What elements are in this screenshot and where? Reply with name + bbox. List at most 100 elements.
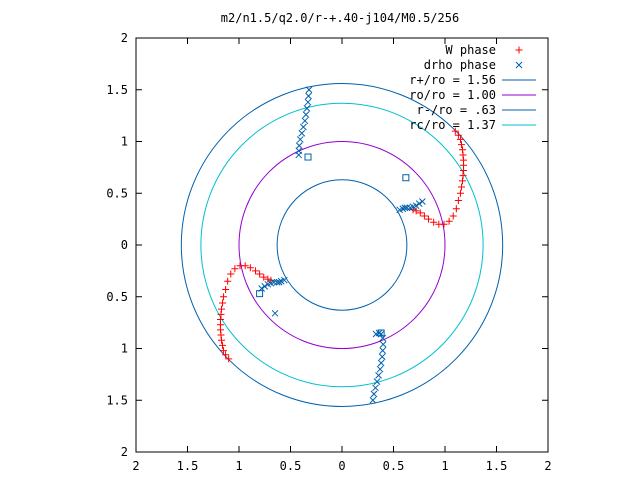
w-phase-point (224, 277, 232, 285)
w-phase-series (216, 127, 468, 363)
w-phase-point (219, 341, 227, 349)
y-tick-label: 1 (121, 342, 128, 356)
w-phase-point (420, 212, 428, 220)
drho-phase-point (406, 204, 414, 212)
w-phase-point (459, 151, 467, 159)
x-tick-label: 2 (132, 459, 139, 473)
box-marker (402, 174, 410, 182)
w-phase-point (409, 206, 417, 214)
w-phase-point (459, 146, 467, 154)
x-tick-label: 1.5 (177, 459, 199, 473)
x-tick-label: 2 (544, 459, 551, 473)
drho-phase-point (379, 347, 387, 354)
legend-label: ro/ro = 1.00 (409, 88, 496, 102)
w-phase-point (231, 265, 239, 273)
w-phase-point (222, 351, 230, 359)
drho-phase-point (275, 278, 283, 286)
drho-phase-point (305, 92, 312, 100)
drho-phase-point (418, 198, 426, 205)
w-phase-point (515, 46, 523, 54)
drho-phase-point (379, 341, 387, 348)
drho-phase-point (372, 384, 379, 392)
w-phase-point (456, 189, 464, 197)
y-tick-label: 2 (121, 31, 128, 45)
w-phase-point (452, 205, 460, 213)
drho-phase-point (271, 309, 279, 317)
drho-phase-point (303, 105, 311, 112)
drho-phase-point (373, 378, 381, 385)
w-phase-point (220, 293, 228, 301)
y-tick-label: 1.5 (106, 393, 128, 407)
w-phase-point (251, 267, 259, 275)
drho-phase-point (305, 86, 313, 94)
reference-circles (180, 83, 504, 407)
y-tick-label: 0.5 (106, 290, 128, 304)
w-phase-point (412, 207, 420, 215)
w-phase-point (445, 217, 453, 225)
w-phase-point (435, 220, 443, 228)
legend-label: drho phase (424, 58, 496, 72)
drho-phase-point (378, 353, 386, 361)
w-phase-point (246, 264, 254, 272)
drho-phase-point (273, 278, 281, 286)
drho-phase-point (300, 123, 307, 131)
circle-ro (238, 141, 446, 349)
w-phase-point (220, 347, 228, 355)
w-phase-point (460, 166, 468, 174)
w-phase-point (217, 305, 225, 313)
box-marker (304, 153, 312, 161)
w-phase-point (456, 135, 464, 143)
y-tick-label: 2 (121, 445, 128, 459)
x-tick-label: 0.5 (280, 459, 302, 473)
legend-label: W phase (445, 43, 496, 57)
circle-r- (276, 179, 408, 311)
w-phase-point (459, 177, 467, 185)
w-phase-point (449, 212, 457, 220)
x-tick-label: 0 (338, 459, 345, 473)
w-phase-point (219, 299, 227, 307)
chart-title: m2/n1.5/q2.0/r-+.40-j104/M0.5/256 (221, 11, 459, 25)
drho-phase-point (270, 278, 278, 286)
box-marker (377, 329, 385, 337)
w-phase-point (260, 273, 268, 281)
drho-phase-point (301, 117, 309, 125)
drho-phase-point (280, 276, 288, 284)
w-phase-point (264, 275, 272, 283)
drho-phase-point (396, 206, 404, 214)
legend-label: r-/ro = .63 (417, 103, 496, 117)
y-tick-label: 1 (121, 135, 128, 149)
drho-phase-series (258, 86, 426, 404)
box-markers (256, 153, 410, 337)
circle-rc (200, 102, 484, 388)
w-phase-point (454, 196, 462, 204)
drho-phase-point (403, 204, 411, 212)
drho-phase-point (376, 365, 384, 373)
w-phase-point (217, 336, 225, 344)
x-tick-label: 1 (235, 459, 242, 473)
box-marker (256, 290, 264, 298)
drho-phase-point (370, 390, 378, 398)
circle-r+ (180, 83, 504, 407)
w-phase-point (217, 310, 225, 318)
drho-phase-point (302, 111, 310, 118)
w-phase-point (457, 141, 465, 149)
w-phase-point (225, 355, 233, 363)
drho-phase-point (369, 396, 377, 404)
legend-label: rc/ro = 1.37 (409, 118, 496, 132)
y-tick-label: 0.5 (106, 186, 128, 200)
drho-phase-point (304, 98, 312, 106)
w-phase-point (430, 218, 438, 226)
drho-phase-point (298, 129, 306, 137)
w-phase-point (454, 131, 462, 139)
w-phase-point (222, 286, 230, 294)
legend-label: r+/ro = 1.56 (409, 73, 496, 87)
w-phase-point (267, 276, 275, 284)
w-phase-point (416, 209, 424, 217)
w-phase-point (451, 127, 459, 135)
w-phase-point (425, 215, 433, 223)
w-phase-point (459, 172, 467, 180)
y-tick-label: 1.5 (106, 83, 128, 97)
w-phase-point (241, 262, 249, 270)
w-phase-point (457, 183, 465, 191)
